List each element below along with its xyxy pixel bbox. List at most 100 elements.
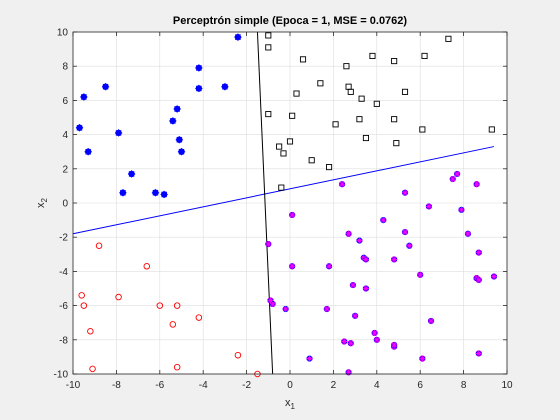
data-point-star-magenta-on-blue: [373, 336, 380, 343]
data-point-star-magenta-on-blue: [289, 211, 296, 219]
data-point-star-magenta-on-blue: [347, 340, 354, 347]
data-point-star-magenta-on-blue: [475, 249, 482, 256]
x-tick-label: -6: [155, 380, 164, 391]
data-point-circle: [115, 293, 122, 301]
data-point-star-filled: [160, 190, 168, 199]
data-point-star-filled: [173, 105, 181, 113]
data-point-star-filled: [127, 170, 136, 178]
data-point-star-magenta-on-blue: [464, 230, 472, 237]
x-tick-label: 4: [374, 380, 380, 391]
x-tick-label: 10: [501, 380, 513, 391]
x-tick-label: -10: [66, 380, 81, 391]
data-point-star-filled: [195, 84, 203, 93]
data-point-star-filled: [234, 33, 242, 41]
x-axis-label: x1: [285, 397, 296, 411]
x-axis-label-base: x: [285, 397, 291, 409]
x-axis-label-subscript: 1: [291, 402, 296, 411]
y-axis-label-subscript: 2: [40, 197, 49, 202]
data-point-star-magenta-on-blue: [490, 273, 498, 280]
data-point-square: [362, 134, 370, 142]
data-point-star-magenta-on-blue: [362, 256, 370, 263]
data-point-star-magenta-on-blue: [352, 312, 359, 319]
data-point-star-magenta-on-blue: [473, 181, 480, 188]
data-point-star-magenta-on-blue: [371, 329, 378, 337]
data-point-star-filled: [195, 64, 203, 72]
y-axis-label: x2: [35, 197, 49, 208]
y-tick-label: 8: [62, 62, 68, 73]
data-point-square: [265, 44, 272, 51]
y-tick-label: 4: [62, 130, 68, 141]
data-point-circle: [80, 302, 88, 309]
data-point-star-magenta-on-blue: [427, 317, 435, 325]
data-point-star-magenta-on-blue: [475, 350, 482, 357]
data-point-square: [278, 184, 285, 191]
data-point-square: [317, 80, 324, 87]
data-point-star-magenta-on-blue: [356, 237, 363, 244]
data-point-star-magenta-on-blue: [401, 189, 409, 196]
data-point-star-magenta-on-blue: [265, 240, 272, 248]
data-point-star-filled: [221, 83, 229, 91]
data-point-star-filled: [151, 189, 160, 197]
data-point-square: [391, 58, 398, 65]
data-point-square: [369, 52, 376, 59]
y-axis-label-base: x: [35, 202, 47, 208]
data-points: [75, 32, 498, 378]
data-point-square: [265, 111, 272, 118]
y-tick-label: -4: [59, 267, 68, 278]
data-point-circle: [87, 328, 94, 335]
data-point-square: [289, 112, 296, 119]
data-point-star-filled: [175, 136, 183, 144]
data-point-star-magenta-on-blue: [475, 276, 482, 284]
x-tick-label: -4: [199, 380, 208, 391]
y-tick-label: 10: [57, 28, 69, 39]
data-point-star-magenta-on-blue: [282, 305, 289, 313]
data-point-star-magenta-on-blue: [406, 242, 413, 249]
data-point-star-magenta-on-blue: [380, 217, 387, 224]
data-point-circle: [169, 321, 177, 328]
data-point-square: [308, 157, 315, 164]
data-point-circle: [234, 351, 242, 359]
data-point-star-magenta-on-blue: [453, 170, 461, 178]
data-point-square: [326, 164, 333, 171]
data-point-star-magenta-on-blue: [345, 369, 352, 376]
data-point-star-magenta-on-blue: [341, 338, 348, 345]
data-point-star-magenta-on-blue: [289, 263, 296, 270]
y-tick-label: -8: [59, 335, 68, 346]
data-point-star-filled: [119, 189, 127, 197]
data-point-star-magenta-on-blue: [325, 263, 333, 270]
axes[interactable]: -10 -8 -6 -4 -2 0 2 4 6 8 10 -10 -8 -6 -4 -2 0 2 4 6 8 10: [54, 28, 513, 392]
x-tick-label: 2: [331, 380, 337, 391]
data-point-star-filled: [75, 124, 84, 132]
x-tick-label: -2: [242, 380, 251, 391]
data-point-square: [445, 35, 452, 42]
data-point-square: [265, 32, 272, 39]
data-point-square: [280, 150, 287, 157]
y-tick-label: -6: [59, 301, 68, 312]
axis-ticks: -10 -8 -6 -4 -2 0 2 4 6 8 10 -10 -8 -6 -4 -2 0 2 4 6 8 10: [54, 28, 513, 392]
data-point-star-magenta-on-blue: [338, 181, 346, 188]
y-tick-label: 6: [62, 96, 68, 107]
data-point-square: [419, 126, 426, 133]
data-point-star-magenta-on-blue: [401, 228, 409, 236]
data-point-square: [358, 95, 365, 102]
data-point-star-magenta-on-blue: [391, 341, 398, 349]
data-point-star-magenta-on-blue: [417, 271, 424, 278]
data-point-star-magenta-on-blue: [349, 281, 357, 289]
data-point-square: [332, 121, 339, 128]
data-point-circle: [173, 302, 181, 309]
data-point-star-magenta-on-blue: [267, 297, 274, 304]
data-point-star-filled: [80, 93, 88, 101]
data-point-star-filled: [169, 117, 177, 125]
data-point-square: [347, 88, 354, 95]
data-point-star-magenta-on-blue: [362, 285, 370, 292]
data-point-square: [299, 56, 307, 63]
data-point-star-filled: [84, 148, 92, 156]
data-point-circle: [78, 292, 85, 299]
data-point-circle: [89, 365, 96, 373]
data-point-star-filled: [114, 129, 123, 137]
data-point-star-filled: [177, 148, 186, 156]
data-point-circle: [143, 263, 151, 270]
data-point-square: [421, 52, 428, 59]
data-point-star-magenta-on-blue: [458, 206, 465, 213]
